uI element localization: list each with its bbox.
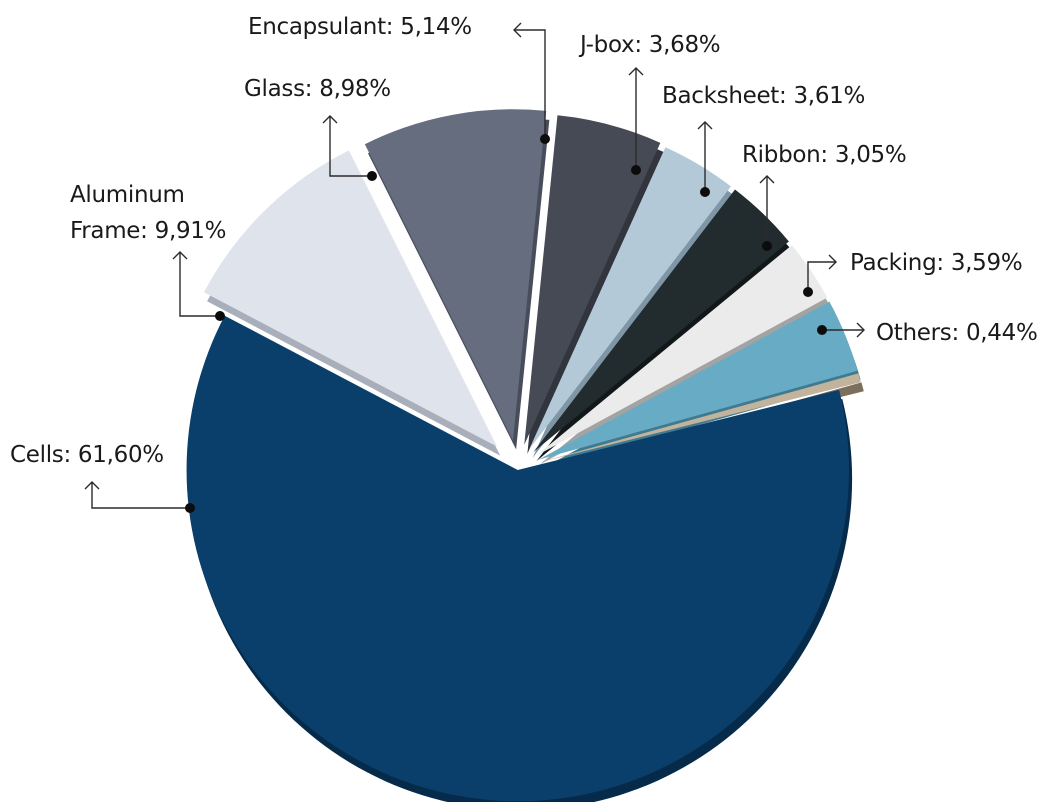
leader-line-encapsulant bbox=[514, 29, 546, 139]
leader-dot-packing bbox=[803, 287, 813, 297]
leader-line-aluminum-frame bbox=[179, 252, 220, 317]
leader-arrow-j-box bbox=[628, 67, 644, 76]
pie-slices bbox=[186, 109, 864, 802]
leader-dot-ribbon bbox=[762, 241, 772, 251]
slice-aluminum-frame bbox=[203, 150, 498, 447]
leader-arrow-packing bbox=[828, 254, 837, 270]
slice-label-backsheet: Backsheet: 3,61% bbox=[662, 83, 865, 109]
leader-arrow-aluminum-frame bbox=[172, 251, 188, 260]
leader-dot-aluminum-frame bbox=[215, 311, 225, 321]
slice-label-aluminum-frame-line-2: Frame: 9,91% bbox=[70, 218, 226, 244]
leader-dot-glass bbox=[367, 171, 377, 181]
leader-dot-encapsulant bbox=[540, 134, 550, 144]
slice-label-cells: Cells: 61,60% bbox=[10, 442, 164, 468]
leader-dot-backsheet bbox=[700, 187, 710, 197]
slice-packing bbox=[538, 301, 858, 460]
slice-label-j-box: J-box: 3,68% bbox=[578, 32, 720, 58]
slice-label-others: Others: 0,44% bbox=[876, 320, 1038, 346]
slice-glass bbox=[364, 109, 547, 441]
leader-line-glass bbox=[329, 116, 372, 177]
leader-dot-j-box bbox=[631, 165, 641, 175]
slice-others bbox=[539, 373, 861, 463]
slice-j-box bbox=[529, 147, 731, 450]
slice-label-ribbon: Ribbon: 3,05% bbox=[742, 142, 906, 168]
slice-labels: Cells: 61,60% Aluminum Frame: 9,91% Glass: … bbox=[10, 14, 1038, 468]
slice-ribbon bbox=[536, 245, 828, 456]
leader-arrow-others bbox=[856, 322, 865, 338]
leader-arrow-ribbon bbox=[759, 175, 775, 184]
leader-dot-cells bbox=[185, 503, 195, 513]
slice-cells bbox=[186, 315, 849, 802]
slice-backsheet bbox=[533, 189, 789, 453]
leader-arrow-encapsulant bbox=[513, 22, 522, 38]
slice-label-aluminum-frame-line-1: Aluminum bbox=[70, 182, 185, 208]
leader-arrow-glass bbox=[322, 115, 338, 124]
leader-dot-others bbox=[817, 325, 827, 335]
label-leaders bbox=[84, 22, 865, 513]
slice-encapsulant bbox=[524, 115, 661, 445]
leader-arrow-backsheet bbox=[697, 121, 713, 130]
leader-arrow-cells bbox=[84, 481, 100, 490]
slice-label-encapsulant: Encapsulant: 5,14% bbox=[248, 14, 472, 40]
leader-line-packing bbox=[807, 261, 836, 292]
slice-label-packing: Packing: 3,59% bbox=[850, 250, 1022, 276]
slice-label-glass: Glass: 8,98% bbox=[244, 76, 391, 102]
leader-line-cells bbox=[91, 482, 190, 509]
